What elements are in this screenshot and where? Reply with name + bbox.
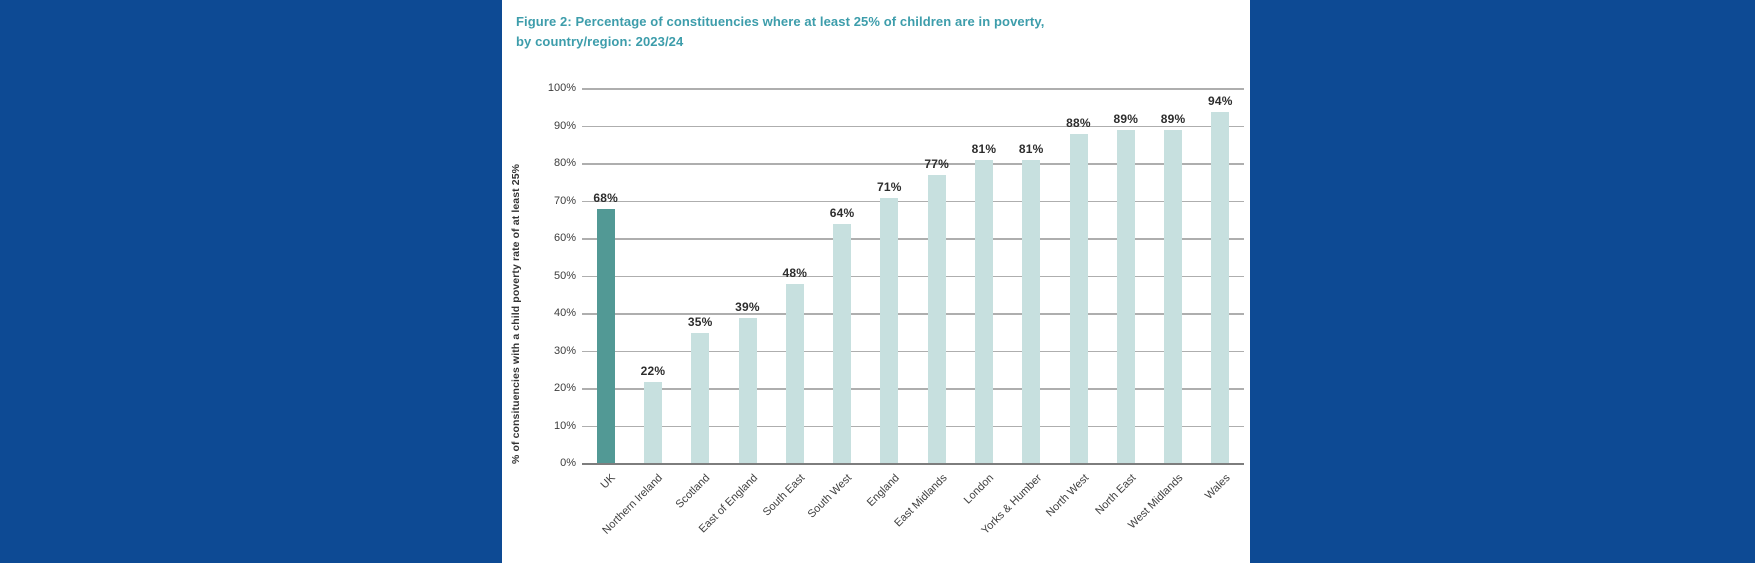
y-tick-label-20%: 20% (553, 382, 576, 394)
chart-title-line2: by country/region: 2023/24 (516, 33, 684, 49)
value-label-east-midlands: 77% (924, 157, 949, 172)
y-tick-label-30%: 30% (553, 344, 576, 357)
value-label-south-west: 64% (829, 206, 855, 220)
bar-south-west (833, 224, 852, 464)
y-tick-label-80%: 80% (553, 157, 576, 169)
bar-london (974, 160, 993, 464)
x-label-scotland: Scotland (673, 472, 713, 511)
value-label-uk: 68% (593, 191, 618, 205)
gridline-100% (582, 88, 1244, 90)
value-label-west-midlands: 89% (1160, 112, 1186, 127)
value-label-england: 71% (877, 179, 902, 194)
bar-yorks-humber (1022, 160, 1041, 464)
x-label-north-west: North West (1043, 472, 1091, 520)
chart-title: Figure 2: Percentage of constituencies w… (516, 12, 1216, 51)
gridline-30% (582, 350, 1244, 353)
chart-title-line1: Figure 2: Percentage of constituencies w… (516, 14, 1045, 29)
gridline-40% (582, 313, 1244, 315)
y-tick-label-90%: 90% (553, 119, 576, 132)
bar-scotland (691, 332, 710, 464)
value-label-yorks-humber: 81% (1018, 142, 1044, 157)
y-axis-title: % of consituencies with a child poverty … (510, 163, 522, 464)
gridline-90% (582, 125, 1244, 128)
y-tick-label-0%: 0% (560, 457, 576, 469)
gridline-80% (582, 163, 1244, 165)
x-label-uk: UK (598, 472, 619, 492)
gridline-50% (582, 275, 1244, 278)
x-label-south-west: South West (805, 472, 855, 521)
value-label-london: 81% (971, 142, 997, 157)
bar-east-midlands (927, 175, 946, 464)
gridline-70% (582, 200, 1244, 203)
x-label-england: England (864, 472, 902, 510)
chart-panel: Figure 2: Percentage of constituencies w… (502, 0, 1250, 563)
plot-area: 68% 22% 35% 39% 48% 64% 71% 77% 81% 81% 88% 89% 89% 9… (582, 88, 1244, 465)
x-axis-line (582, 462, 1244, 465)
bar-north-east (1116, 130, 1135, 464)
bar-west-midlands (1164, 130, 1183, 464)
gridline-20% (582, 388, 1244, 390)
y-tick-label-40%: 40% (553, 307, 576, 319)
gridline-60% (582, 238, 1244, 240)
bar-england (880, 197, 899, 464)
y-tick-label-50%: 50% (553, 269, 576, 282)
x-label-wales: Wales (1203, 472, 1233, 502)
bar-east-of-england (738, 317, 757, 464)
bar-wales (1211, 111, 1230, 464)
bar-northern-ireland (643, 381, 662, 464)
value-label-north-west: 88% (1066, 116, 1091, 130)
x-label-south-east: South East (760, 472, 808, 519)
y-tick-label-10%: 10% (553, 419, 576, 432)
x-label-london: London (961, 472, 997, 507)
value-label-east-of-england: 39% (735, 299, 760, 314)
y-tick-label-60%: 60% (553, 232, 576, 244)
y-tick-label-100%: 100% (547, 82, 576, 94)
value-label-northern-ireland: 22% (640, 363, 666, 378)
value-label-wales: 94% (1208, 93, 1233, 108)
y-tick-label-70%: 70% (553, 194, 576, 207)
value-label-scotland: 35% (687, 314, 713, 329)
value-label-north-east: 89% (1113, 112, 1139, 127)
bar-south-east (785, 284, 804, 464)
bar-north-west (1069, 134, 1088, 464)
bar-uk (596, 209, 615, 464)
gridline-10% (582, 425, 1244, 428)
value-label-south-east: 48% (782, 266, 808, 280)
x-label-north-east: North East (1093, 472, 1139, 518)
